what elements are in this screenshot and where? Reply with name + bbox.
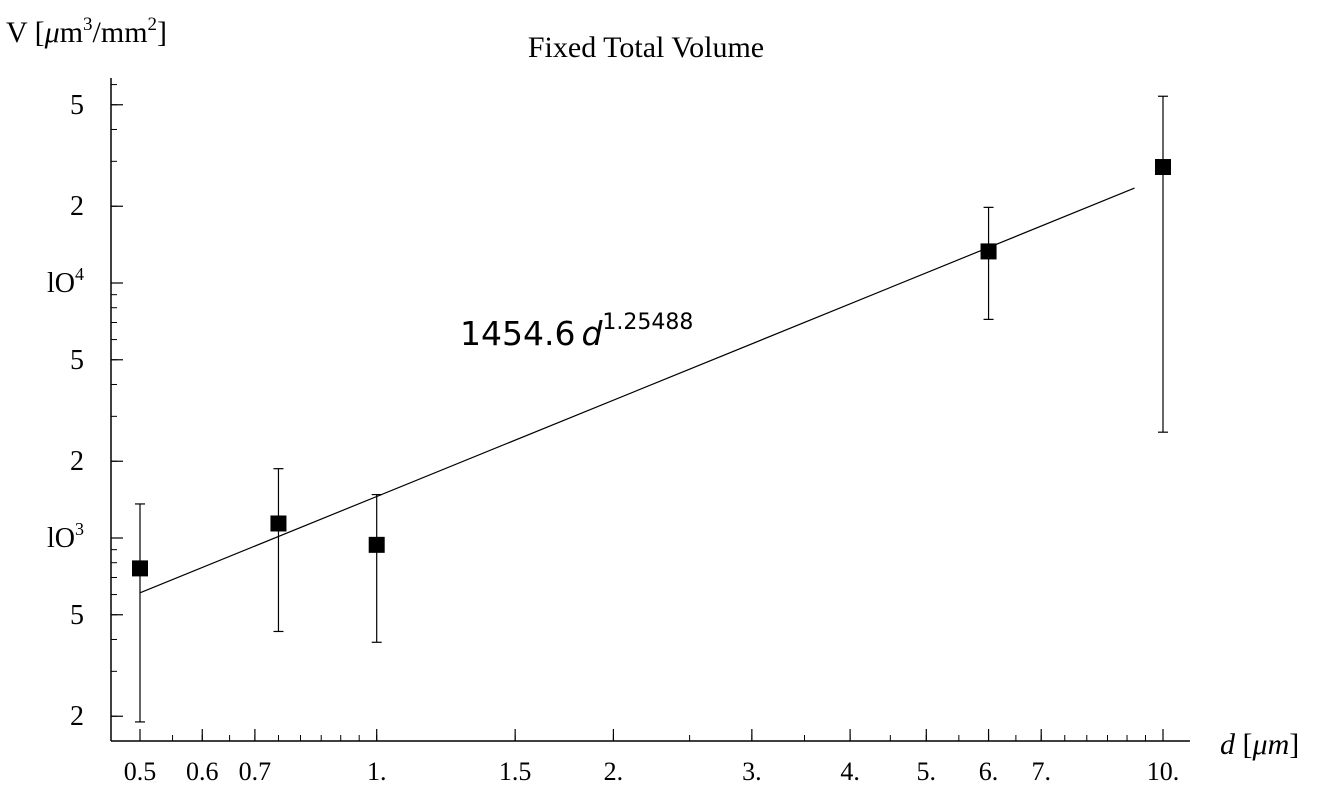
data-point [132, 503, 148, 723]
x-tick-label: 2. [604, 757, 624, 786]
x-tick-label: 1.5 [499, 757, 532, 786]
x-tick-label: 1. [367, 757, 387, 786]
y-tick-label: 2 [70, 701, 84, 732]
data-point [1155, 95, 1171, 433]
y-tick-label: 5 [70, 90, 84, 121]
point-marker [1155, 159, 1171, 176]
x-tick-label: 6. [979, 757, 999, 786]
point-marker [980, 243, 997, 260]
y-minor-ticks [111, 84, 117, 717]
x-tick-label: 3. [742, 757, 762, 786]
y-tick-label: 5 [70, 345, 84, 376]
y-tick-label: 2 [70, 191, 84, 222]
y-tick-label: lO4 [47, 264, 84, 299]
data-point [980, 206, 997, 320]
y-tick-label: 2 [70, 446, 84, 477]
point-marker [368, 536, 385, 553]
x-minor-ticks [139, 735, 1164, 741]
x-tick-label: 0.5 [124, 757, 157, 786]
x-axis-label: d [μm] [1220, 728, 1299, 761]
x-tick-label: 4. [840, 757, 860, 786]
x-ticks: 0.5 0.6 0.7 1. 1.5 2. 3. 4. 5. 6. 7. 10. [124, 729, 1180, 786]
x-tick-label: 5. [917, 757, 937, 786]
x-tick-label: 7. [1031, 757, 1051, 786]
y-tick-label: 5 [70, 600, 84, 631]
data-point [270, 468, 287, 633]
x-tick-label: 0.6 [186, 757, 219, 786]
data-points [132, 95, 1171, 723]
data-point [368, 493, 385, 643]
x-tick-label: 0.7 [239, 757, 272, 786]
point-marker [270, 515, 287, 532]
y-tick-label: lO3 [47, 519, 84, 554]
point-marker [132, 560, 148, 577]
y-ticks: 2 5 lO3 2 5 lO4 2 5 [47, 90, 123, 732]
chart-title: Fixed Total Volume [528, 31, 764, 64]
x-tick-label: 10. [1147, 757, 1180, 786]
y-axis-label: V [μm3/mm2] [6, 14, 167, 49]
fit-line [139, 187, 1135, 594]
fit-equation-label: 1454.6 d1.25488 [460, 310, 693, 353]
